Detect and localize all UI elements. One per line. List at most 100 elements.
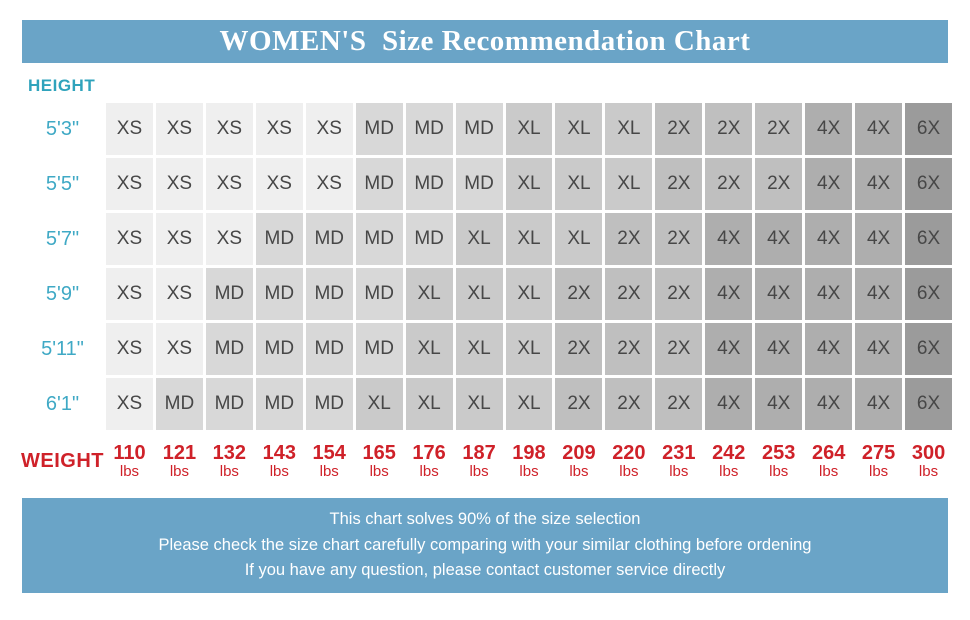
size-cell: 4X (805, 158, 853, 210)
size-cell: XS (155, 323, 203, 375)
weight-cell: 253 lbs (755, 433, 802, 489)
size-cell: 2X (655, 158, 703, 210)
size-cell: XL (505, 103, 553, 155)
weight-value: 275 (861, 441, 896, 464)
size-cell: MD (305, 323, 353, 375)
weight-cell: 154 lbs (306, 433, 353, 489)
size-cell: 4X (855, 158, 903, 210)
weight-cell: 165 lbs (356, 433, 403, 489)
weight-cell: 264 lbs (805, 433, 852, 489)
size-cell: 4X (855, 213, 903, 265)
weight-unit: lbs (269, 462, 289, 480)
height-axis-label: HEIGHT (28, 76, 96, 95)
weight-value: 165 (362, 441, 396, 464)
weight-value: 198 (512, 441, 546, 464)
height-label: 5'5" (45, 172, 80, 195)
size-cell: XL (405, 268, 453, 320)
weight-value: 154 (312, 441, 346, 464)
size-cell: 4X (855, 103, 903, 155)
size-cell: MD (405, 158, 453, 210)
weight-value: 187 (462, 441, 496, 464)
size-cell: 2X (555, 268, 603, 320)
weight-value: 132 (212, 441, 247, 464)
size-cell: XL (455, 268, 503, 320)
size-cell: 6X (905, 323, 952, 375)
weight-unit: lbs (219, 462, 239, 480)
size-grid: 5'3" XS XS XS XS XS MD MD MD XL XL XL 2X 2X 2X 4X 4X 6X 5'… (21, 103, 952, 489)
size-cell: 4X (855, 323, 903, 375)
footer-line-2: Please check the size chart carefully co… (158, 535, 812, 554)
size-cell: XS (305, 158, 353, 210)
size-cell: 2X (605, 378, 653, 430)
weight-unit: lbs (918, 462, 939, 480)
size-cell: XS (155, 268, 203, 320)
size-cell: MD (355, 103, 403, 155)
size-cell: 2X (605, 268, 653, 320)
weight-cell: 143 lbs (256, 433, 303, 489)
weight-unit: lbs (119, 462, 140, 480)
size-cell: MD (455, 103, 503, 155)
size-cell: 2X (605, 213, 653, 265)
size-cell: 4X (805, 268, 853, 320)
size-cell: 4X (705, 268, 753, 320)
size-cell: XS (155, 213, 203, 265)
weight-unit: lbs (469, 462, 489, 480)
size-cell: 4X (705, 323, 753, 375)
size-cell: 2X (755, 158, 803, 210)
weight-cell: 198 lbs (506, 433, 553, 489)
footer-line-3: If you have any question, please contact… (244, 561, 726, 580)
size-cell: XL (605, 103, 653, 155)
chart-title: WOMEN'S Size Recommendation Chart (219, 25, 751, 57)
weight-unit: lbs (569, 462, 589, 480)
footer-banner: This chart solves 90% of the size select… (22, 498, 948, 593)
size-cell: MD (405, 213, 453, 265)
size-cell: XL (555, 213, 603, 265)
weight-value: 253 (762, 441, 796, 464)
size-cell: XS (255, 103, 303, 155)
size-cell: XL (455, 323, 503, 375)
size-cell: 4X (755, 213, 803, 265)
size-cell: MD (255, 378, 303, 430)
size-cell: 4X (805, 378, 853, 430)
size-cell: XS (305, 103, 353, 155)
footer-line-1: This chart solves 90% of the size select… (329, 510, 641, 528)
size-cell: 2X (655, 323, 703, 375)
size-cell: MD (205, 268, 253, 320)
weight-unit: lbs (868, 462, 889, 480)
size-cell: 4X (755, 323, 803, 375)
weight-value: 143 (262, 441, 296, 464)
size-cell: XL (505, 323, 553, 375)
size-cell: 6X (905, 378, 952, 430)
weight-value: 242 (712, 441, 746, 464)
size-cell: XS (205, 158, 253, 210)
size-cell: MD (255, 323, 303, 375)
weight-unit: lbs (369, 462, 389, 480)
size-cell: MD (205, 323, 253, 375)
size-cell: 6X (905, 213, 952, 265)
header-banner: WOMEN'S Size Recommendation Chart (22, 20, 948, 63)
height-label: 5'9" (45, 282, 80, 305)
weight-unit: lbs (419, 462, 439, 480)
size-cell: XL (455, 378, 503, 430)
size-cell: 2X (555, 323, 603, 375)
weight-axis-label: WEIGHT (21, 449, 104, 472)
size-cell: 4X (755, 268, 803, 320)
size-cell: 4X (705, 213, 753, 265)
weight-unit: lbs (319, 462, 339, 480)
size-cell: 2X (705, 158, 753, 210)
size-cell: 4X (855, 378, 903, 430)
size-cell: 2X (755, 103, 803, 155)
size-cell: 2X (555, 378, 603, 430)
size-cell: XL (505, 378, 553, 430)
size-cell: XS (106, 323, 153, 375)
size-cell: XS (106, 103, 153, 155)
weight-value: 110 (113, 441, 146, 464)
size-cell: MD (155, 378, 203, 430)
size-cell: 2X (655, 378, 703, 430)
size-cell: MD (255, 268, 303, 320)
size-cell: XS (205, 213, 253, 265)
size-cell: 6X (905, 268, 952, 320)
weight-value: 231 (662, 441, 696, 464)
weight-cell: 242 lbs (705, 433, 752, 489)
weight-unit: lbs (519, 462, 539, 480)
